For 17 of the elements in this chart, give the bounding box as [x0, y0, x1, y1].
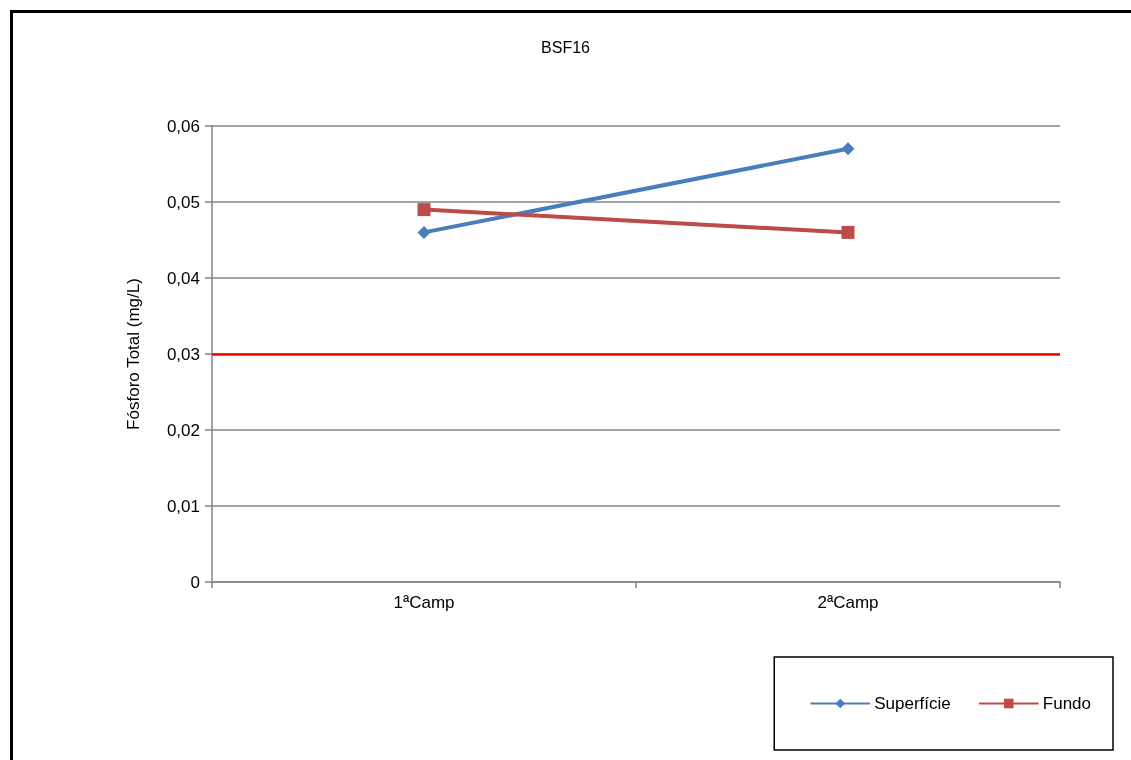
- y-tick-label: 0,01: [166, 496, 200, 516]
- y-tick-label: 0,05: [166, 192, 200, 212]
- legend-label: Superfície: [874, 694, 951, 713]
- y-tick-label: 0,02: [166, 420, 200, 440]
- y-tick-label: 0,03: [166, 344, 200, 364]
- x-tick-label: 2ªCamp: [817, 593, 879, 612]
- point: [841, 225, 855, 239]
- point: [841, 142, 855, 156]
- y-tick-label: 0,04: [166, 268, 200, 288]
- point: [417, 225, 431, 239]
- point: [417, 203, 431, 217]
- y-tick-label: 0: [190, 572, 200, 592]
- y-axis-title: Fósforo Total (mg/L): [124, 278, 143, 430]
- legend-label: Fundo: [1042, 694, 1091, 713]
- y-tick-label: 0,06: [166, 116, 200, 136]
- chart-title: BSF16: [541, 38, 591, 56]
- x-tick-label: 1ªCamp: [393, 593, 455, 612]
